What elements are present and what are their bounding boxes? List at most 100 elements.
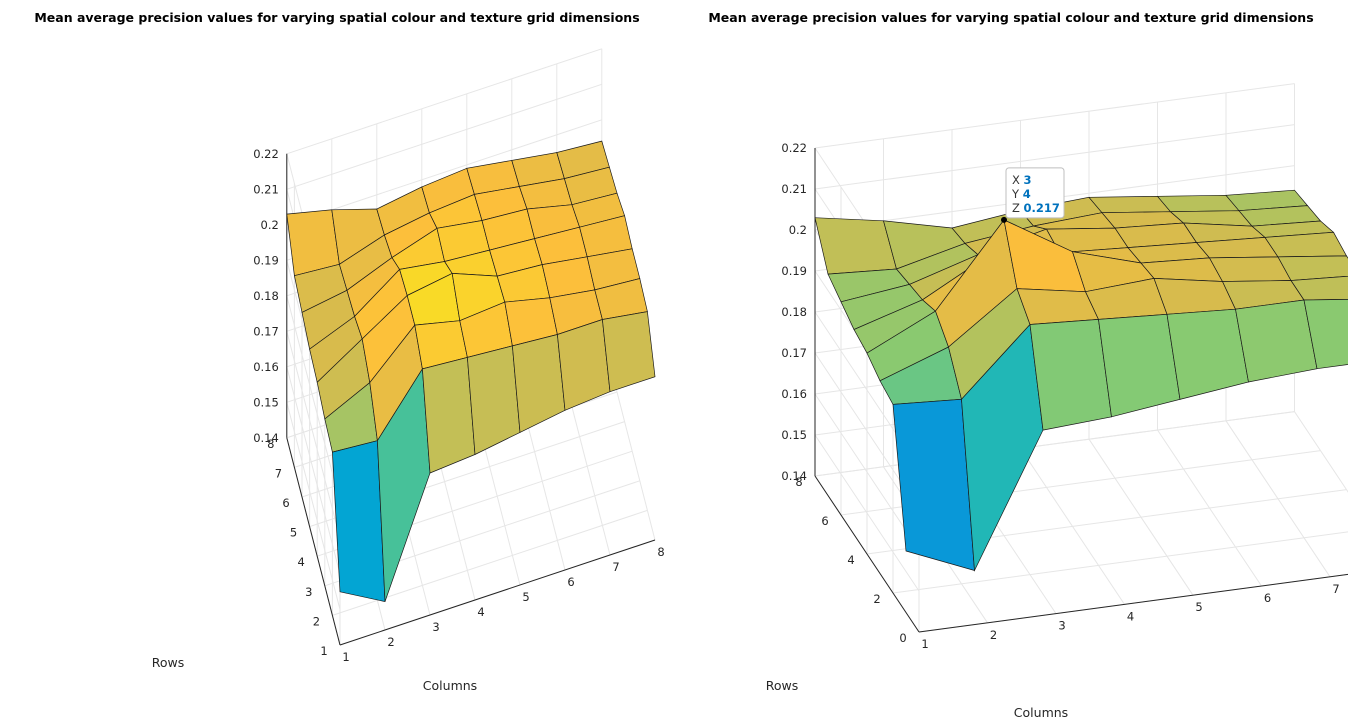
grid-line bbox=[1088, 438, 1194, 596]
grid-line bbox=[286, 331, 341, 539]
surface-patch[interactable] bbox=[1029, 319, 1112, 431]
y-tick-label: 3 bbox=[305, 585, 312, 599]
surface-patch[interactable] bbox=[286, 209, 340, 277]
surface-layer-right[interactable] bbox=[814, 189, 1348, 572]
x-tick-label: 1 bbox=[342, 650, 349, 664]
surface-plot-right[interactable]: Mean average precision values for varyin… bbox=[674, 0, 1348, 719]
y-tick-label: 6 bbox=[282, 496, 289, 510]
surface-patch[interactable] bbox=[1235, 299, 1318, 383]
x-tick-label: 8 bbox=[657, 545, 664, 559]
x-axis-line bbox=[918, 573, 1348, 633]
surface-patch[interactable] bbox=[1088, 195, 1172, 214]
x-tick-label: 1 bbox=[921, 637, 928, 651]
grid-line bbox=[286, 83, 602, 190]
x-tick-label: 7 bbox=[1332, 582, 1339, 596]
z-tick-label: 0.21 bbox=[781, 182, 807, 196]
grid-line bbox=[286, 402, 341, 610]
tick-layer-right: 12345678024680.140.150.160.170.180.190.2… bbox=[781, 141, 1339, 651]
grid-line bbox=[1020, 448, 1125, 605]
surface-patch[interactable] bbox=[1156, 194, 1240, 213]
surface-plot-right-canvas[interactable]: 12345678024680.140.150.160.170.180.190.2… bbox=[674, 0, 1348, 719]
surface-patch[interactable] bbox=[422, 356, 476, 474]
surface-patch[interactable] bbox=[467, 345, 521, 456]
z-tick-label: 0.15 bbox=[781, 428, 807, 442]
grid-line bbox=[814, 124, 1295, 190]
grid-line bbox=[286, 366, 341, 575]
datatip-z: Z 0.217 bbox=[1012, 201, 1060, 215]
y-tick-label: 8 bbox=[795, 475, 802, 489]
y-tick-label: 4 bbox=[847, 553, 854, 567]
surface-patch[interactable] bbox=[814, 217, 897, 275]
x-tick-label: 5 bbox=[522, 590, 529, 604]
x-tick-label: 7 bbox=[612, 560, 619, 574]
x-tick-label: 2 bbox=[387, 635, 394, 649]
chart-title-right: Mean average precision values for varyin… bbox=[708, 10, 1314, 25]
surface-layer-left[interactable] bbox=[286, 140, 656, 603]
x-tick-label: 5 bbox=[1195, 600, 1202, 614]
x-tick-label: 4 bbox=[1127, 609, 1134, 623]
datatip-x: X 3 bbox=[1012, 173, 1032, 187]
surface-patch[interactable] bbox=[602, 311, 656, 393]
x-axis-line bbox=[339, 539, 656, 646]
z-tick-label: 0.19 bbox=[253, 253, 279, 267]
y-tick-label: 0 bbox=[899, 631, 906, 645]
z-tick-label: 0.22 bbox=[253, 147, 279, 161]
surface-patch[interactable] bbox=[332, 440, 386, 603]
z-tick-label: 0.14 bbox=[781, 469, 807, 483]
datatip-marker[interactable] bbox=[1001, 216, 1007, 223]
z-tick-label: 0.15 bbox=[253, 395, 279, 409]
x-tick-label: 6 bbox=[1264, 591, 1271, 605]
y-axis-line bbox=[286, 437, 341, 646]
grid-line bbox=[814, 83, 1295, 149]
tick-layer-left: 12345678123456780.140.150.160.170.180.19… bbox=[253, 147, 664, 664]
y-tick-label: 5 bbox=[290, 526, 297, 540]
grid-line bbox=[892, 531, 1348, 594]
z-tick-label: 0.2 bbox=[789, 223, 807, 237]
grid-line bbox=[814, 411, 1295, 477]
surface-patch[interactable] bbox=[1303, 299, 1348, 370]
x-tick-label: 4 bbox=[477, 605, 484, 619]
grid-line bbox=[286, 119, 602, 226]
y-axis-line bbox=[814, 475, 920, 633]
surface-patch[interactable] bbox=[892, 398, 975, 571]
y-tick-label: 1 bbox=[320, 644, 327, 658]
x-tick-label: 3 bbox=[432, 620, 439, 634]
y-tick-label: 6 bbox=[821, 514, 828, 528]
x-axis-label-left: Columns bbox=[423, 678, 477, 693]
z-tick-label: 0.16 bbox=[781, 387, 807, 401]
datatip-y: Y 4 bbox=[1011, 187, 1031, 201]
z-tick-label: 0.17 bbox=[253, 324, 279, 338]
datatip-box bbox=[1005, 167, 1065, 219]
z-tick-label: 0.21 bbox=[253, 182, 279, 196]
x-axis-label-right: Columns bbox=[1014, 705, 1068, 719]
y-axis-label-left: Rows bbox=[152, 655, 185, 670]
y-tick-label: 8 bbox=[267, 437, 274, 451]
z-tick-label: 0.19 bbox=[781, 264, 807, 278]
grid-line bbox=[1294, 411, 1348, 493]
surface-patch[interactable] bbox=[1208, 256, 1292, 282]
z-tick-label: 0.17 bbox=[781, 346, 807, 360]
y-tick-label: 2 bbox=[313, 614, 320, 628]
surface-patch[interactable] bbox=[1166, 308, 1249, 400]
x-tick-label: 2 bbox=[990, 628, 997, 642]
z-tick-label: 0.14 bbox=[253, 431, 279, 445]
y-tick-label: 7 bbox=[275, 466, 282, 480]
grid-line bbox=[1225, 420, 1331, 578]
surface-patch[interactable] bbox=[512, 334, 566, 433]
chart-title-left: Mean average precision values for varyin… bbox=[34, 10, 640, 25]
y-tick-label: 2 bbox=[873, 592, 880, 606]
y-axis-label-right: Rows bbox=[766, 678, 799, 693]
grid-line bbox=[1157, 429, 1262, 587]
grid-line bbox=[286, 48, 602, 155]
datatip[interactable]: X 3 Y 4 Z 0.217 bbox=[1001, 167, 1065, 223]
surface-patch[interactable] bbox=[1098, 313, 1181, 418]
z-tick-label: 0.18 bbox=[253, 289, 279, 303]
surface-plot-left-canvas[interactable]: 12345678123456780.140.150.160.170.180.19… bbox=[0, 0, 674, 719]
surface-plot-left[interactable]: Mean average precision values for varyin… bbox=[0, 0, 674, 719]
surface-patch[interactable] bbox=[1290, 275, 1348, 301]
x-tick-label: 6 bbox=[567, 575, 574, 589]
y-tick-label: 4 bbox=[298, 555, 305, 569]
z-tick-label: 0.22 bbox=[781, 141, 807, 155]
z-tick-label: 0.16 bbox=[253, 360, 279, 374]
z-tick-label: 0.2 bbox=[261, 218, 279, 232]
